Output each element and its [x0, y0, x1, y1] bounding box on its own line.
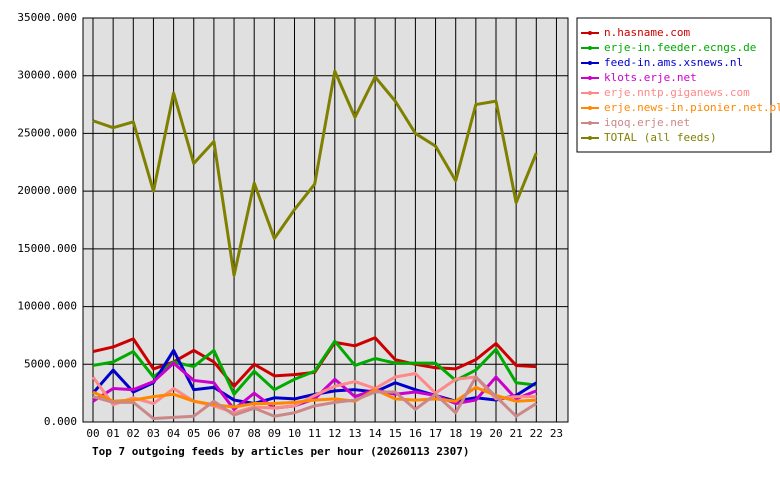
- x-tick-label: 06: [207, 427, 220, 440]
- x-tick-label: 02: [127, 427, 140, 440]
- x-tick-label: 09: [268, 427, 281, 440]
- x-tick-label: 07: [227, 427, 240, 440]
- legend-marker: [588, 31, 592, 35]
- x-tick-label: 08: [248, 427, 261, 440]
- x-tick-label: 03: [147, 427, 160, 440]
- legend-label: erje.news-in.pionier.net.pl: [604, 101, 780, 114]
- x-tick-label: 20: [489, 427, 502, 440]
- legend-label: erje-in.feeder.ecngs.de: [604, 41, 756, 54]
- y-tick-label: 25000.000: [17, 126, 77, 139]
- plot-area: [82, 17, 569, 423]
- legend-label: n.hasname.com: [604, 26, 690, 39]
- x-tick-label: 05: [187, 427, 200, 440]
- x-tick-label: 13: [348, 427, 361, 440]
- legend-marker: [588, 76, 592, 80]
- x-tick-label: 01: [107, 427, 120, 440]
- legend-label: feed-in.ams.xsnews.nl: [604, 56, 743, 69]
- x-tick-label: 18: [449, 427, 462, 440]
- legend-label: klots.erje.net: [604, 71, 697, 84]
- x-tick-label: 04: [167, 427, 181, 440]
- x-tick-label: 14: [368, 427, 382, 440]
- x-tick-label: 15: [389, 427, 402, 440]
- series-line: [92, 375, 538, 421]
- legend: [576, 17, 772, 153]
- legend-marker: [588, 121, 592, 125]
- legend-marker: [588, 106, 592, 110]
- legend-marker: [588, 136, 592, 140]
- y-tick-label: 20000.000: [17, 184, 77, 197]
- x-tick-label: 21: [510, 427, 523, 440]
- y-tick-label: 30000.000: [17, 69, 77, 82]
- x-tick-label: 00: [86, 427, 99, 440]
- legend-marker: [588, 61, 592, 65]
- y-tick-label: 0.000: [44, 415, 77, 428]
- legend-label: erje.nntp.giganews.com: [604, 86, 750, 99]
- y-tick-label: 35000.000: [17, 11, 77, 24]
- series-line: [92, 69, 538, 277]
- chart-title: Top 7 outgoing feeds by articles per hou…: [92, 445, 470, 458]
- series-line: [91, 372, 537, 415]
- x-tick-label: 22: [530, 427, 543, 440]
- legend-marker: [588, 46, 592, 50]
- legend-label: TOTAL (all feeds): [604, 131, 717, 144]
- x-tick-label: 11: [308, 427, 321, 440]
- x-tick-label: 16: [409, 427, 422, 440]
- y-tick-label: 15000.000: [17, 242, 77, 255]
- y-tick-label: 10000.000: [17, 300, 77, 313]
- x-tick-label: 19: [469, 427, 482, 440]
- x-tick-label: 12: [328, 427, 341, 440]
- x-tick-label: 23: [550, 427, 563, 440]
- legend-label: iqoq.erje.net: [604, 116, 690, 129]
- y-tick-label: 5000.000: [24, 357, 77, 370]
- legend-marker: [588, 91, 592, 95]
- series-line: [92, 385, 537, 409]
- series-line: [92, 339, 537, 396]
- x-tick-label: 10: [288, 427, 301, 440]
- x-tick-label: 17: [429, 427, 442, 440]
